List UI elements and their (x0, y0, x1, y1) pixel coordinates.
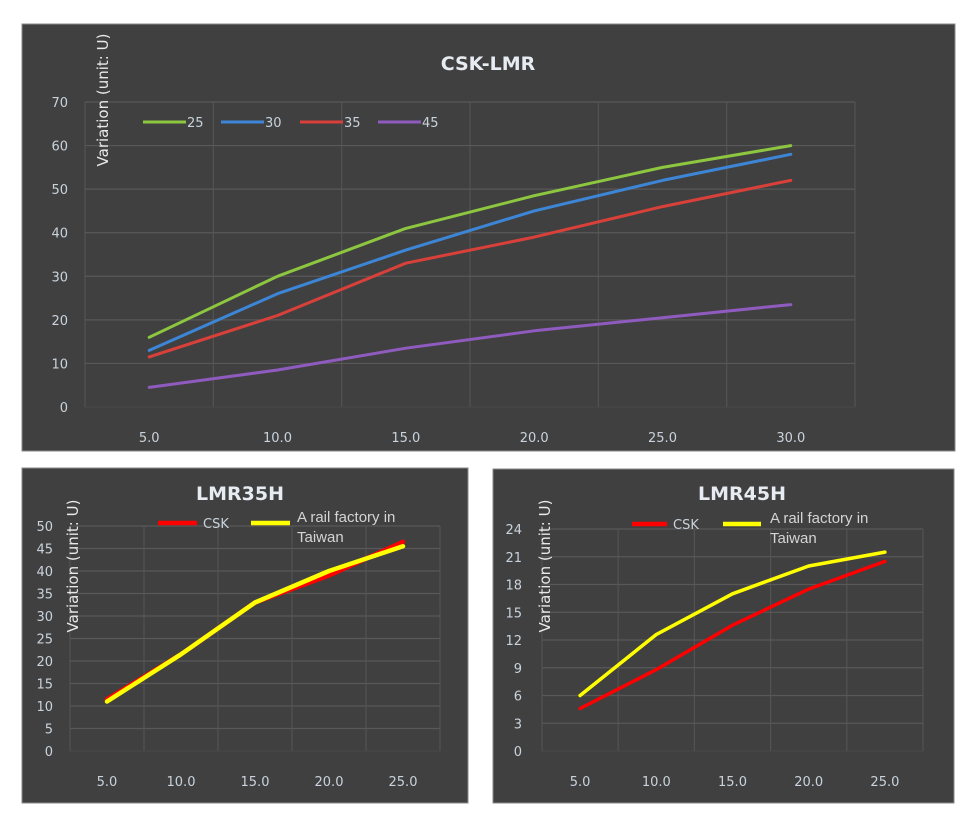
y-tick-label: 0 (514, 745, 522, 760)
y-tick-label: 20 (51, 314, 68, 329)
legend-item: 30 (221, 116, 282, 131)
x-tick-label: 20.0 (520, 431, 549, 446)
chart-panel (21, 467, 469, 804)
series-line-25 (147, 144, 793, 339)
y-tick-label: 9 (514, 662, 522, 677)
legend: CSK A rail factory in Taiwan (158, 509, 395, 546)
x-tick-label: 10.0 (642, 775, 671, 790)
legend-label: 30 (265, 116, 282, 131)
legend-item: A rail factory in Taiwan (251, 509, 395, 546)
legend-label: Taiwan (297, 529, 344, 546)
series-line-a-rail-factory-in-taiwan (578, 550, 887, 698)
y-tick-label: 25 (36, 633, 53, 648)
y-tick-label: 15 (36, 678, 53, 693)
gridlines (84, 101, 856, 408)
y-tick-label: 24 (505, 523, 522, 538)
series-line-35 (147, 178, 793, 359)
chart-panel (21, 23, 956, 452)
legend-item: A rail factory in Taiwan (723, 510, 868, 547)
x-tick-label: 5.0 (139, 431, 160, 446)
y-tick-label: 10 (51, 357, 68, 372)
x-tick-label: 20.0 (315, 775, 344, 790)
x-tick-label: 25.0 (870, 775, 899, 790)
y-tick-label: 50 (36, 520, 53, 535)
y-tick-label: 20 (36, 655, 53, 670)
y-tick-label: 40 (36, 565, 53, 580)
y-tick-label: 3 (514, 717, 522, 732)
x-tick-label: 10.0 (167, 775, 196, 790)
y-tick-label: 60 (51, 140, 68, 155)
y-tick-labels: 0 10 20 30 40 50 60 70 (51, 96, 68, 416)
legend-label: CSK (203, 517, 229, 532)
chart-title: LMR45H (698, 483, 786, 505)
x-tick-label: 5.0 (570, 775, 591, 790)
x-tick-label: 20.0 (794, 775, 823, 790)
series-lines (578, 550, 887, 711)
legend-label: A rail factory in (297, 509, 395, 526)
y-tick-label: 40 (51, 227, 68, 242)
legend-item: 35 (300, 116, 361, 131)
y-axis-title: Variation (unit: U) (94, 34, 112, 167)
legend-item: 25 (143, 116, 204, 131)
y-tick-label: 0 (60, 401, 68, 416)
series-line-45 (147, 303, 793, 389)
y-tick-label: 30 (51, 270, 68, 285)
y-tick-label: 15 (505, 606, 522, 621)
y-tick-label: 45 (36, 543, 53, 558)
y-tick-label: 21 (505, 551, 522, 566)
legend-label: CSK (673, 518, 699, 533)
legend: CSK A rail factory in Taiwan (632, 510, 868, 547)
y-tick-label: 30 (36, 610, 53, 625)
series-lines (104, 539, 406, 704)
legend-label: 35 (344, 116, 361, 131)
chart-lmr45h: LMR45H Variation (unit: U) 0 3 6 9 12 15 18 21 2… (492, 468, 955, 804)
y-tick-label: 50 (51, 183, 68, 198)
x-tick-label: 25.0 (648, 431, 677, 446)
legend: 25 30 35 45 (143, 116, 439, 131)
x-tick-label: 15.0 (241, 775, 270, 790)
series-line-30 (147, 152, 793, 352)
x-tick-label: 5.0 (97, 775, 118, 790)
series-line-a-rail-factory-in-taiwan (104, 544, 406, 704)
chart-csk-lmr: CSK-LMR Variation (unit: U) 0 10 20 30 40 50 6… (21, 23, 956, 452)
legend-item: CSK (632, 518, 699, 533)
y-axis-title: Variation (unit: U) (536, 500, 554, 633)
y-tick-labels: 0 5 10 15 20 25 30 35 40 45 50 (36, 520, 53, 760)
x-tick-labels: 5.0 10.0 15.0 20.0 25.0 (570, 775, 900, 790)
chart-lmr35h: LMR35H Variation (unit: U) 0 5 10 15 20 25 30 3… (21, 467, 469, 804)
y-tick-label: 35 (36, 588, 53, 603)
y-tick-label: 10 (36, 700, 53, 715)
series-line-csk (578, 559, 887, 711)
legend-label: Taiwan (770, 530, 817, 547)
legend-item: CSK (158, 517, 229, 532)
x-tick-label: 30.0 (776, 431, 805, 446)
legend-label: 25 (187, 116, 204, 131)
y-tick-label: 0 (45, 745, 53, 760)
y-tick-label: 6 (514, 690, 522, 705)
x-tick-labels: 5.0 10.0 15.0 20.0 25.0 30.0 (139, 431, 805, 446)
y-tick-label: 70 (51, 96, 68, 111)
legend-item: 45 (378, 116, 439, 131)
x-tick-label: 25.0 (389, 775, 418, 790)
legend-label: 45 (422, 116, 439, 131)
y-tick-labels: 0 3 6 9 12 15 18 21 24 (505, 523, 522, 760)
gridlines (69, 525, 441, 752)
x-tick-label: 10.0 (263, 431, 292, 446)
y-tick-label: 5 (45, 723, 53, 738)
y-tick-label: 12 (505, 634, 522, 649)
chart-title: CSK-LMR (441, 53, 536, 75)
chart-panel (492, 468, 955, 804)
chart-title: LMR35H (196, 483, 284, 505)
y-tick-label: 18 (505, 579, 522, 594)
legend-label: A rail factory in (770, 510, 868, 527)
x-tick-label: 15.0 (391, 431, 420, 446)
series-lines (147, 144, 793, 389)
x-tick-label: 15.0 (718, 775, 747, 790)
y-axis-title: Variation (unit: U) (64, 500, 82, 633)
x-tick-labels: 5.0 10.0 15.0 20.0 25.0 (97, 775, 418, 790)
